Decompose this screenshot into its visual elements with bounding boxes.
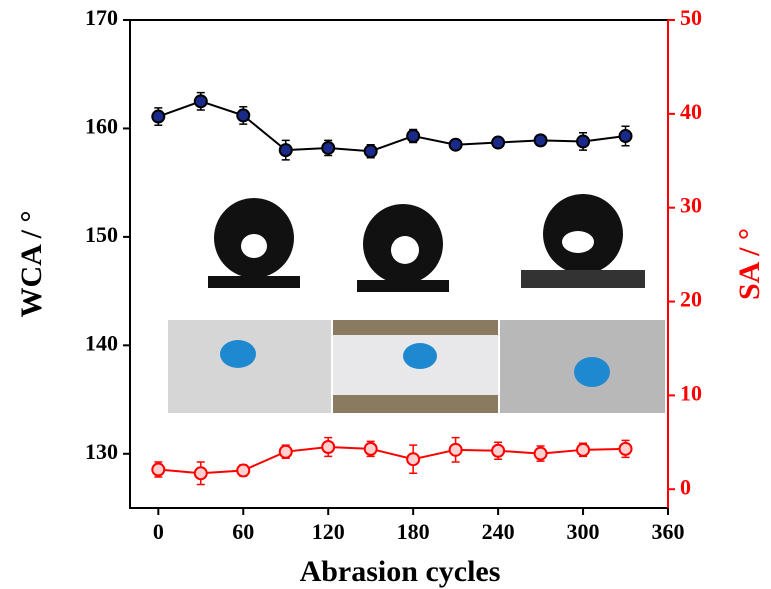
x-tick-label: 60 — [232, 519, 254, 544]
marker — [321, 440, 336, 454]
x-tick-label: 180 — [397, 519, 430, 544]
y2-axis-title: SA / ° — [733, 228, 766, 300]
series-line — [157, 100, 626, 153]
marker — [363, 441, 378, 456]
droplet-profile — [208, 198, 300, 290]
y2-tick-label: 30 — [680, 193, 702, 218]
blue-drop — [574, 357, 610, 387]
marker — [236, 108, 251, 123]
marker — [576, 134, 591, 149]
marker — [151, 109, 166, 124]
y2-tick-label: 50 — [680, 5, 702, 30]
x-tick-label: 360 — [652, 519, 685, 544]
marker — [236, 463, 251, 478]
marker — [491, 135, 506, 150]
marker — [533, 446, 548, 461]
marker — [618, 441, 633, 456]
droplet-profile — [357, 204, 449, 292]
y2-tick-label: 20 — [680, 287, 702, 312]
droplet-images — [168, 194, 665, 413]
marker — [151, 462, 166, 477]
blue-drop — [403, 343, 437, 369]
x-tick-label: 240 — [482, 519, 515, 544]
y-tick-label: 140 — [85, 330, 118, 355]
y-axis-title: WCA / ° — [15, 210, 48, 317]
x-tick-label: 300 — [567, 519, 600, 544]
marker — [193, 466, 208, 481]
blue-drop — [220, 340, 256, 368]
marker — [533, 133, 548, 148]
y-tick-label: 170 — [85, 5, 118, 30]
y2-tick-label: 0 — [680, 474, 691, 499]
photo — [168, 320, 331, 413]
marker — [193, 94, 208, 109]
marker — [618, 129, 633, 144]
marker — [448, 442, 463, 457]
y2-tick-label: 10 — [680, 380, 702, 405]
x-axis-title: Abrasion cycles — [300, 555, 501, 588]
x-tick-label: 120 — [312, 519, 345, 544]
marker — [406, 452, 421, 467]
droplet-profile — [521, 194, 645, 288]
marker — [363, 144, 378, 159]
marker — [406, 129, 421, 144]
marker — [576, 442, 591, 457]
y-tick-label: 160 — [85, 113, 118, 138]
series-line — [158, 445, 626, 475]
marker — [491, 443, 506, 458]
marker — [278, 444, 293, 459]
y-tick-label: 150 — [85, 222, 118, 247]
x-tick-label: 0 — [153, 519, 164, 544]
marker — [278, 143, 293, 158]
marker — [321, 140, 336, 155]
y-tick-label: 130 — [85, 439, 118, 464]
y2-tick-label: 40 — [680, 99, 702, 124]
marker — [448, 137, 463, 152]
